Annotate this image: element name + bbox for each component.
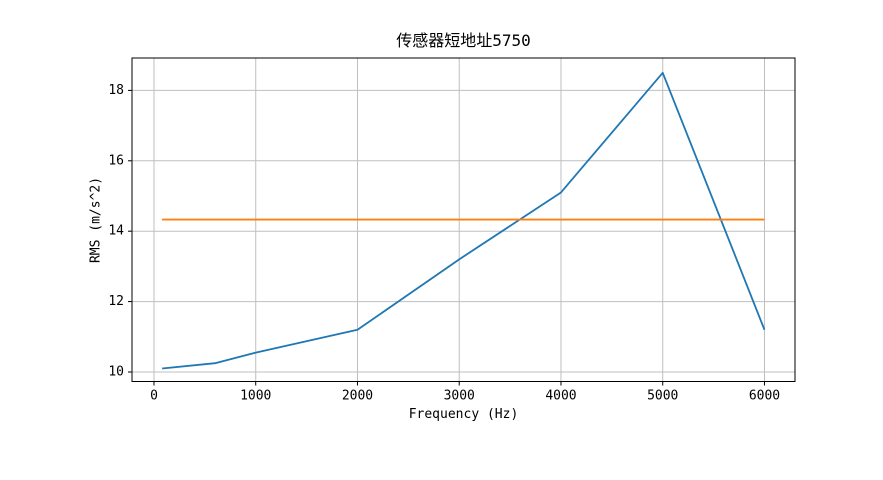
- x-tick-label: 3000: [444, 388, 475, 403]
- x-tick-label: 1000: [240, 388, 271, 403]
- y-tick-label: 18: [108, 83, 124, 98]
- x-tick-label: 0: [150, 388, 158, 403]
- y-tick-label: 10: [108, 364, 124, 379]
- y-axis-label: RMS (m/s^2): [88, 176, 104, 264]
- y-tick-label: 16: [108, 153, 124, 168]
- chart-title: 传感器短地址5750: [396, 31, 531, 50]
- y-tick-label: 12: [108, 294, 124, 309]
- y-tick-label: 14: [108, 224, 124, 239]
- x-tick-label: 6000: [749, 388, 780, 403]
- x-tick-label: 2000: [342, 388, 373, 403]
- x-tick-label: 5000: [647, 388, 678, 403]
- series-rms-curve: [162, 71, 766, 370]
- x-tick-label: 4000: [545, 388, 576, 403]
- x-axis-label: Frequency (Hz): [408, 407, 519, 422]
- plot-border: [131, 57, 796, 382]
